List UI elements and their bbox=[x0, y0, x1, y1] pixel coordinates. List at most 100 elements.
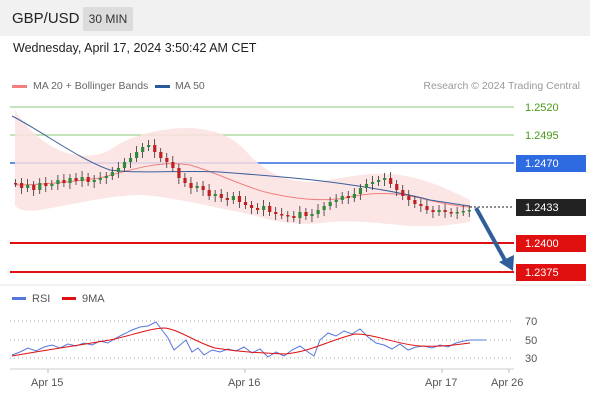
candle-body bbox=[80, 177, 84, 181]
candle-body bbox=[298, 212, 302, 218]
rsi-ma-line bbox=[11, 327, 471, 357]
candle-body bbox=[32, 185, 36, 190]
level-badge-1-2400 bbox=[516, 235, 586, 252]
candle-body bbox=[189, 183, 193, 188]
candle-body bbox=[352, 194, 356, 198]
candle-body bbox=[231, 196, 235, 200]
candle-body bbox=[389, 178, 393, 184]
chart-header: GBP/USD 30 MIN bbox=[0, 0, 590, 36]
candle-body bbox=[383, 178, 387, 180]
candle-body bbox=[225, 198, 229, 200]
candle-body bbox=[419, 204, 423, 206]
candle-body bbox=[237, 196, 242, 202]
rsi-line bbox=[11, 321, 486, 358]
candle-body bbox=[38, 183, 42, 190]
candle-body bbox=[44, 183, 48, 186]
candle-body bbox=[135, 152, 139, 158]
candle-body bbox=[455, 212, 459, 214]
candle-body bbox=[74, 178, 78, 181]
candle-body bbox=[286, 215, 290, 217]
candle-body bbox=[165, 158, 169, 162]
candle-body bbox=[201, 186, 205, 190]
candle-body bbox=[92, 180, 96, 182]
candle-body bbox=[340, 196, 344, 200]
x-label-apr17: Apr 17 bbox=[425, 377, 457, 389]
candle-body bbox=[304, 212, 308, 216]
candle-body bbox=[219, 194, 223, 198]
candle-body bbox=[68, 178, 72, 183]
candle-body bbox=[346, 196, 350, 198]
rsi-ma-legend-label: 9MA bbox=[82, 293, 105, 305]
candle-body bbox=[334, 200, 338, 202]
ma20-legend-label: MA 20 + Bollinger Bands bbox=[33, 80, 149, 92]
candle-body bbox=[177, 168, 181, 178]
candle-body bbox=[86, 177, 90, 182]
ma50-line bbox=[11, 115, 471, 207]
level-label-1-2470: 1.2470 bbox=[525, 158, 559, 170]
candle-body bbox=[159, 152, 163, 158]
candle-body bbox=[413, 200, 417, 204]
candle-body bbox=[280, 214, 284, 216]
candle-body bbox=[328, 202, 332, 206]
candle-body bbox=[431, 210, 435, 212]
level-badge-1-2470 bbox=[516, 155, 586, 172]
bollinger-band bbox=[15, 110, 470, 227]
candle-body bbox=[50, 184, 54, 186]
candle-body bbox=[395, 184, 399, 190]
candle-body bbox=[62, 180, 66, 183]
rsi-tick-30: 30 bbox=[525, 353, 537, 365]
candle-body bbox=[141, 147, 145, 152]
x-label-apr26: Apr 26 bbox=[491, 377, 523, 389]
candle-body bbox=[14, 183, 18, 185]
level-badge-1-2375 bbox=[516, 264, 586, 281]
candle-body bbox=[98, 178, 102, 180]
ma50-legend-swatch bbox=[155, 85, 170, 88]
level-label-1-2495: 1.2495 bbox=[525, 130, 559, 142]
symbol-label: GBP/USD bbox=[12, 10, 80, 27]
rsi-tick-70: 70 bbox=[525, 316, 537, 328]
candle-body bbox=[122, 162, 127, 168]
credit-text: Research © 2024 Trading Central bbox=[423, 80, 580, 92]
candle-body bbox=[467, 210, 471, 212]
rsi-tick-50: 50 bbox=[525, 335, 537, 347]
last-price-badge bbox=[516, 199, 586, 216]
candle-body bbox=[128, 158, 133, 162]
candle-body bbox=[56, 180, 60, 184]
candle-body bbox=[316, 210, 320, 214]
rsi-legend-swatch bbox=[12, 297, 26, 300]
candle-body bbox=[437, 210, 441, 212]
ma50-legend-label: MA 50 bbox=[175, 80, 205, 92]
candle-body bbox=[195, 186, 199, 188]
forecast-arrow-head bbox=[499, 255, 514, 271]
candle-body bbox=[268, 206, 272, 212]
candle-body bbox=[358, 188, 363, 194]
level-label-1-2520: 1.2520 bbox=[525, 102, 559, 114]
candle-body bbox=[407, 196, 411, 200]
candle-body bbox=[20, 183, 24, 188]
level-label-1-2400: 1.2400 bbox=[525, 238, 559, 250]
x-label-apr15: Apr 15 bbox=[31, 377, 63, 389]
candle-body bbox=[310, 214, 314, 216]
rsi-legend-label: RSI bbox=[32, 293, 50, 305]
candle-body bbox=[322, 206, 326, 210]
candle-body bbox=[461, 211, 465, 213]
candle-body bbox=[377, 180, 381, 182]
candle-body bbox=[243, 202, 248, 205]
x-label-apr16: Apr 16 bbox=[228, 377, 260, 389]
candle-body bbox=[370, 182, 375, 184]
candle-body bbox=[110, 172, 114, 176]
forecast-arrow-line bbox=[474, 207, 508, 263]
rsi-ma-legend-swatch bbox=[62, 297, 76, 300]
candle-body bbox=[183, 178, 187, 183]
candle-body bbox=[249, 205, 254, 208]
candle-body bbox=[449, 212, 453, 214]
candle-body bbox=[364, 184, 369, 188]
candle-body bbox=[213, 194, 217, 196]
candle-body bbox=[262, 206, 266, 210]
candlestick-series bbox=[14, 139, 471, 224]
last-price-label: 1.2433 bbox=[525, 202, 559, 214]
candle-body bbox=[274, 212, 278, 214]
timeframe-button[interactable]: 30 MIN bbox=[83, 7, 133, 31]
candle-body bbox=[401, 190, 405, 196]
